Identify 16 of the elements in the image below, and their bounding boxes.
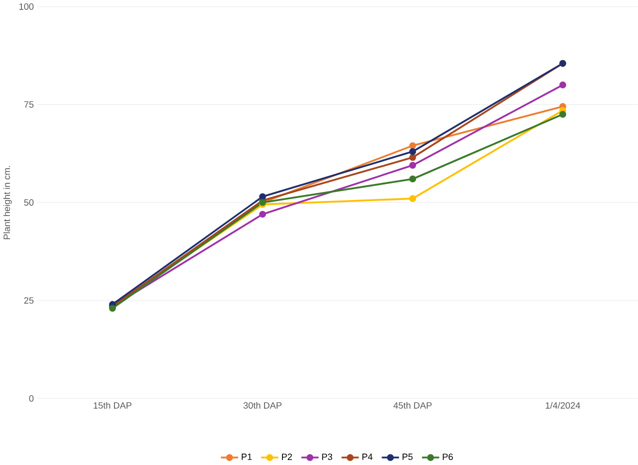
y-tick-label: 0 (29, 394, 34, 402)
y-axis-title: Plant height in cm. (3, 166, 12, 239)
x-tick-label: 30th DAP (244, 402, 282, 408)
legend-label: P4 (362, 453, 373, 460)
x-tick-label: 45th DAP (393, 402, 432, 408)
x-tick-label: 15th DAP (94, 402, 132, 408)
legend-label: P2 (282, 453, 292, 460)
legend-label: P5 (402, 453, 413, 460)
legend-label: P3 (322, 453, 332, 460)
legend-label: P6 (442, 453, 453, 460)
legend-label: P1 (242, 453, 252, 460)
y-tick-label: 25 (24, 297, 34, 304)
y-tick-label: 75 (24, 101, 34, 108)
x-tick-label: 1/4/2024 (546, 402, 580, 408)
y-tick-label: 100 (19, 3, 34, 10)
y-tick-label: 50 (24, 199, 34, 206)
